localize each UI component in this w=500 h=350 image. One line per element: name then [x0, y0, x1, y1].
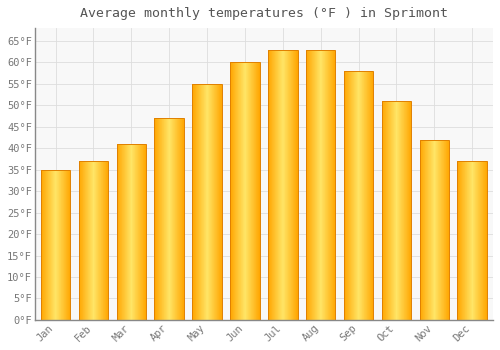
Bar — [78, 161, 108, 320]
Bar — [230, 62, 260, 320]
Bar — [268, 49, 298, 320]
Bar — [420, 140, 449, 320]
Bar — [344, 71, 374, 320]
Bar — [192, 84, 222, 320]
Title: Average monthly temperatures (°F ) in Sprimont: Average monthly temperatures (°F ) in Sp… — [80, 7, 448, 20]
Bar — [154, 118, 184, 320]
Bar — [382, 101, 411, 320]
Bar — [306, 49, 336, 320]
Bar — [458, 161, 487, 320]
Bar — [41, 170, 70, 320]
Bar — [116, 144, 146, 320]
